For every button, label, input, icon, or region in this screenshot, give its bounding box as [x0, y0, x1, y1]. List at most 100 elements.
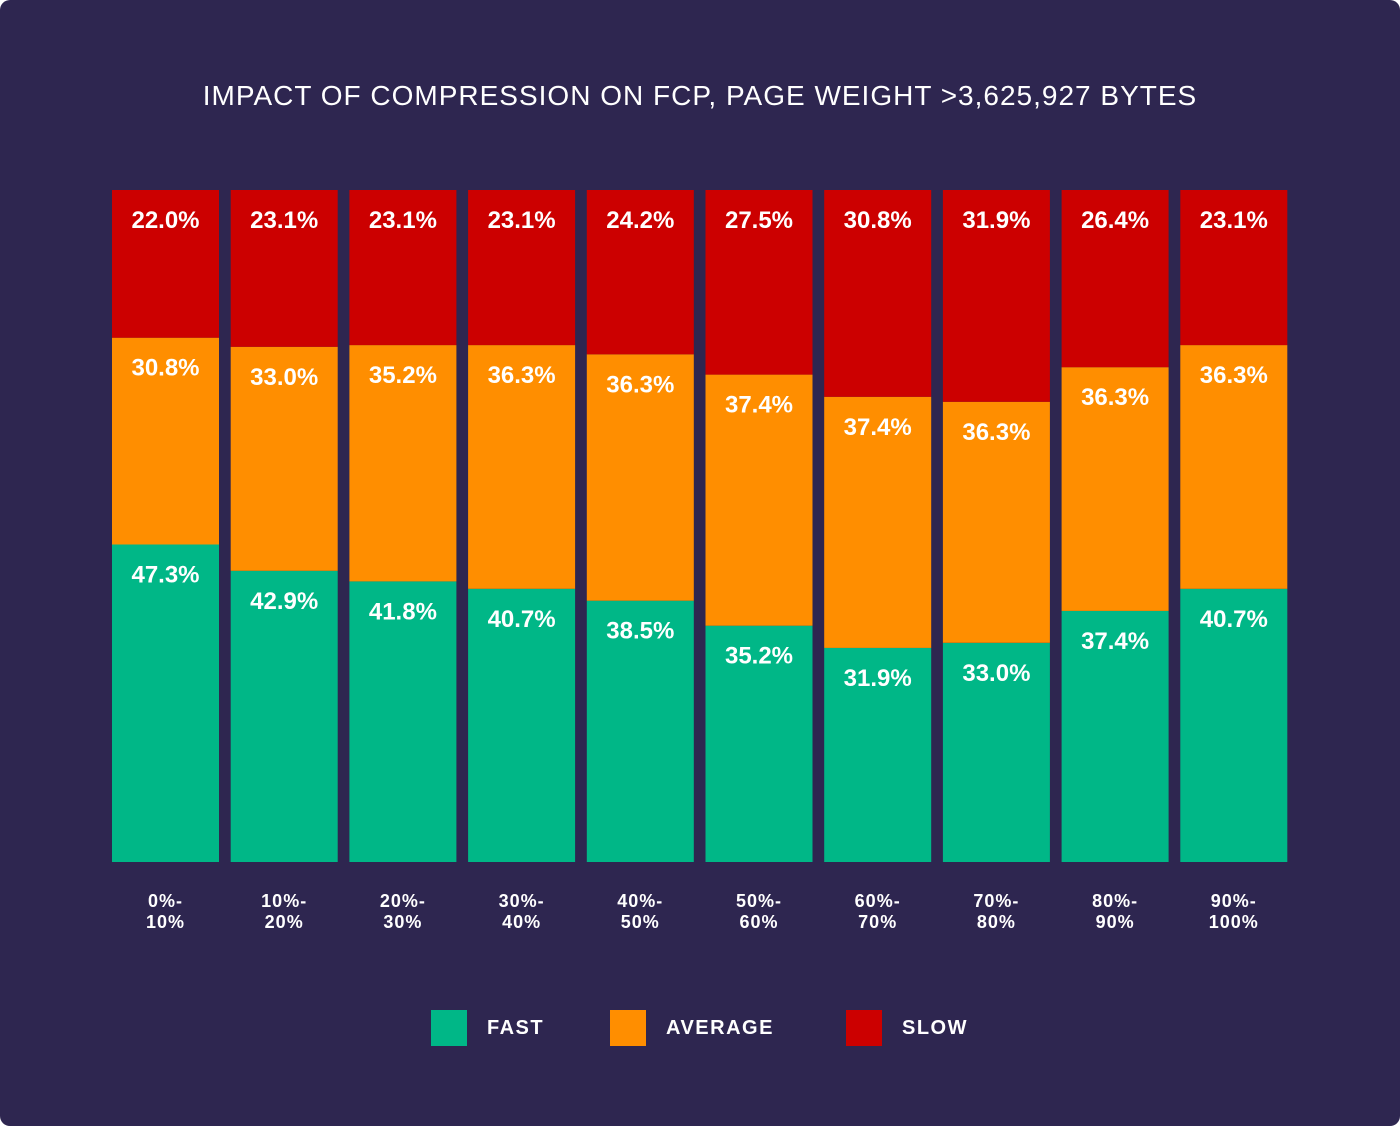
legend: FAST AVERAGE SLOW	[0, 1010, 1400, 1050]
data-label-slow-1: 23.1%	[250, 207, 318, 234]
x-tick-label-line: 20%-	[380, 891, 426, 911]
bar-slow-2	[349, 190, 457, 346]
data-label-average-9: 36.3%	[1200, 362, 1268, 389]
x-tick-label-line: 0%-	[148, 891, 183, 911]
x-tick-label-line: 90%-	[1211, 891, 1257, 911]
bar-average-0	[112, 337, 219, 545]
x-tick-label-line: 70%-	[973, 891, 1019, 911]
bar-slow-5	[705, 190, 813, 375]
x-tick-label-line: 80%-	[1092, 891, 1138, 911]
bar-slow-0	[112, 190, 219, 338]
x-tick-label-line: 100%	[1209, 912, 1259, 932]
legend-label-fast: FAST	[487, 1017, 545, 1039]
bar-slow-3	[468, 190, 576, 346]
data-label-slow-8: 26.4%	[1081, 207, 1149, 234]
x-tick-label-4: 40%-50%	[617, 891, 663, 932]
bar-slow-1	[230, 190, 338, 347]
bar-fast-5	[705, 625, 813, 862]
x-tick-label-line: 60%	[739, 912, 778, 932]
bar-fast-3	[468, 588, 576, 862]
bar-slow-9	[1180, 190, 1288, 346]
data-label-slow-2: 23.1%	[369, 207, 437, 234]
bar-slow-7	[942, 190, 1050, 402]
x-tick-label-line: 30%-	[499, 891, 545, 911]
bar-fast-2	[349, 581, 457, 862]
data-label-slow-3: 23.1%	[488, 207, 556, 234]
bar-slow-6	[824, 190, 932, 397]
bar-average-8	[1061, 367, 1169, 611]
x-tick-label-line: 60%-	[855, 891, 901, 911]
x-tick-label-7: 70%-80%	[973, 891, 1019, 932]
data-label-slow-4: 24.2%	[606, 207, 674, 234]
legend-swatch-fast	[431, 1010, 467, 1046]
data-label-fast-3: 40.7%	[488, 606, 556, 633]
bar-fast-6	[824, 647, 932, 862]
data-label-slow-7: 31.9%	[962, 207, 1030, 234]
data-label-average-6: 37.4%	[844, 414, 912, 441]
data-label-average-3: 36.3%	[488, 362, 556, 389]
data-label-average-8: 36.3%	[1081, 384, 1149, 411]
x-tick-label-line: 30%	[383, 912, 422, 932]
data-label-slow-0: 22.0%	[131, 207, 199, 234]
legend-label-slow: SLOW	[902, 1017, 968, 1039]
bar-average-1	[230, 346, 338, 571]
x-tick-label-1: 10%-20%	[261, 891, 307, 932]
data-label-slow-5: 27.5%	[725, 207, 793, 234]
x-tick-label-line: 70%	[858, 912, 897, 932]
x-tick-label-line: 90%	[1096, 912, 1135, 932]
x-tick-label-2: 20%-30%	[380, 891, 426, 932]
data-label-average-1: 33.0%	[250, 364, 318, 391]
data-label-fast-4: 38.5%	[606, 618, 674, 645]
x-tick-label-line: 80%	[977, 912, 1016, 932]
data-label-average-2: 35.2%	[369, 362, 437, 389]
bar-average-9	[1180, 345, 1288, 589]
bar-average-5	[705, 374, 813, 626]
legend-swatch-slow	[846, 1010, 882, 1046]
x-tick-label-5: 50%-60%	[736, 891, 782, 932]
data-label-fast-8: 37.4%	[1081, 628, 1149, 655]
data-label-fast-6: 31.9%	[844, 665, 912, 692]
x-tick-label-0: 0%-10%	[146, 891, 185, 932]
bar-average-7	[942, 401, 1050, 643]
data-label-average-4: 36.3%	[606, 371, 674, 398]
x-tick-label-line: 10%	[146, 912, 185, 932]
x-tick-label-8: 80%-90%	[1092, 891, 1138, 932]
x-tick-label-9: 90%-100%	[1209, 891, 1259, 932]
bar-fast-8	[1061, 610, 1169, 862]
x-tick-label-line: 10%-	[261, 891, 307, 911]
data-label-average-5: 37.4%	[725, 392, 793, 419]
x-tick-label-line: 40%-	[617, 891, 663, 911]
x-tick-label-line: 20%	[265, 912, 304, 932]
data-label-fast-0: 47.3%	[131, 562, 199, 589]
legend-swatch-average	[610, 1010, 646, 1046]
bar-fast-1	[230, 570, 338, 862]
x-tick-label-6: 60%-70%	[855, 891, 901, 932]
legend-label-average: AVERAGE	[666, 1017, 774, 1039]
data-label-slow-6: 30.8%	[844, 207, 912, 234]
x-tick-label-line: 50%	[621, 912, 660, 932]
x-tick-label-line: 50%-	[736, 891, 782, 911]
data-label-fast-5: 35.2%	[725, 643, 793, 670]
bar-fast-0	[112, 544, 219, 862]
bar-average-2	[349, 345, 457, 582]
bar-average-4	[586, 354, 694, 601]
chart-title: IMPACT OF COMPRESSION ON FCP, PAGE WEIGH…	[202, 80, 1198, 111]
data-label-average-7: 36.3%	[962, 419, 1030, 446]
bar-slow-8	[1061, 190, 1169, 368]
bar-slow-4	[586, 190, 694, 355]
data-label-fast-2: 41.8%	[369, 598, 437, 625]
x-tick-label-3: 30%-40%	[499, 891, 545, 932]
bar-fast-9	[1180, 588, 1288, 862]
bar-fast-4	[586, 600, 694, 862]
bar-average-6	[824, 396, 932, 648]
bar-fast-7	[942, 642, 1050, 862]
data-label-average-0: 30.8%	[131, 355, 199, 382]
data-label-fast-1: 42.9%	[250, 588, 318, 615]
data-label-fast-9: 40.7%	[1200, 606, 1268, 633]
data-label-slow-9: 23.1%	[1200, 207, 1268, 234]
x-tick-label-line: 40%	[502, 912, 541, 932]
bar-average-3	[468, 345, 576, 589]
data-label-fast-7: 33.0%	[962, 660, 1030, 687]
